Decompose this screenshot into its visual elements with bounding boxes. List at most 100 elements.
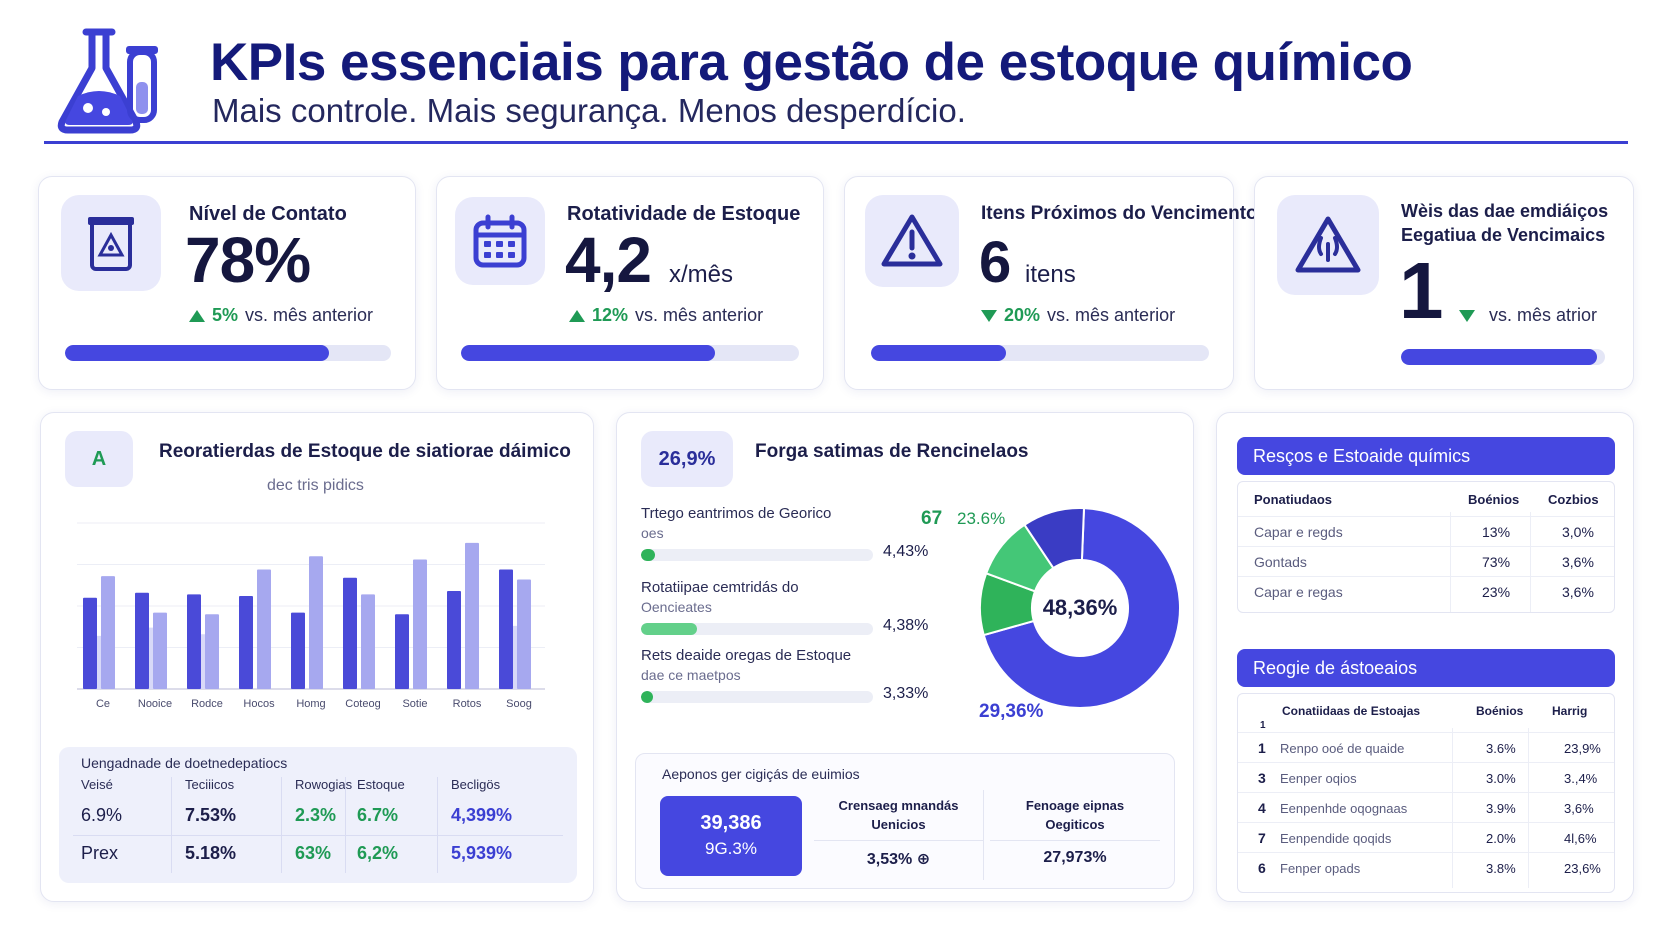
table-header-bar: Resços e Estoaide químics xyxy=(1237,437,1615,475)
row-divider xyxy=(73,835,563,836)
column-divider xyxy=(171,777,172,873)
kpi-progress-fill xyxy=(65,345,330,361)
table-cell: 6.9% xyxy=(81,805,123,825)
table-header-cell: Veisé xyxy=(81,777,113,792)
table-cell: 5.18% xyxy=(185,843,237,863)
flask-icon xyxy=(56,26,171,136)
table-cell: 3.0% xyxy=(1486,771,1516,786)
panel-title: Forga satimas de Rencinelaos xyxy=(755,441,1029,462)
x-tick-label: Homg xyxy=(296,698,325,710)
kpi-card-expiry-risk: Wèis das dae emdiáiços Eegatiua de Venci… xyxy=(1254,176,1634,390)
kpi-unit: x/mês xyxy=(669,261,734,288)
table-cell: 3,6% xyxy=(1562,584,1594,600)
table-row xyxy=(1238,852,1614,853)
bar-2-8 xyxy=(517,579,531,689)
kpi-progress-fill xyxy=(1401,349,1597,365)
table-cell: Prex xyxy=(81,843,119,863)
table-header-cell: Boénios xyxy=(1476,704,1524,718)
metric-progress-bar xyxy=(641,691,873,703)
metric-label: Rets deaide oregas de Estoque xyxy=(641,647,852,664)
table-cell: 6.7% xyxy=(357,805,399,825)
table-cell: 6,2% xyxy=(357,843,399,863)
column-divider xyxy=(345,777,346,873)
bar-chart: Ce Nooice Rodce Hocos Homg Coteog Sotie Rotos So… xyxy=(77,522,545,710)
stock-table: Ponatiudaos Boénios Cozbios Capar e regds 13… xyxy=(1237,481,1615,613)
table-cell: 63% xyxy=(295,843,332,863)
table-cell: 3,6% xyxy=(1564,801,1594,816)
kpi-label: Rotatividade de Estoque xyxy=(567,203,801,225)
bar-1-1 xyxy=(135,592,149,689)
table-cell: Capar e regas xyxy=(1254,584,1343,600)
tables-panel: Resços e Estoaide químics Ponatiudaos Boé… xyxy=(1216,412,1634,902)
panel-badge: A xyxy=(65,431,133,487)
bar-2-3 xyxy=(257,569,271,689)
footer-highlight: 39,386 9G.3% xyxy=(660,796,802,876)
table-cell: 4l,6% xyxy=(1564,831,1597,846)
kpi-value: 78% xyxy=(185,224,311,296)
row-number: 1 xyxy=(1258,740,1266,756)
panel-subtitle: dec tris pidics xyxy=(267,477,364,494)
table-header-cell: Becligös xyxy=(451,777,501,792)
kpi-value: 6 xyxy=(979,230,1011,295)
row-number: 3 xyxy=(1258,770,1266,786)
kpi-value: 4,2 xyxy=(565,224,652,296)
table-cell: 3.,4% xyxy=(1564,771,1598,786)
table-cell: Gontads xyxy=(1254,554,1307,570)
x-tick-label: Coteog xyxy=(345,698,380,710)
table-row xyxy=(1238,762,1614,763)
table-cell: Capar e regds xyxy=(1254,524,1343,540)
donut-label-a: 67 xyxy=(921,508,943,529)
metric-sublabel: dae ce maetpos xyxy=(641,667,741,683)
donut-slice-0 xyxy=(982,507,1181,709)
warning-icon xyxy=(865,195,959,287)
kpi-progress-bar xyxy=(461,345,799,361)
table-row xyxy=(1238,516,1614,517)
donut-slice-3 xyxy=(1023,507,1086,570)
table-cell: 2.0% xyxy=(1486,831,1516,846)
bar-1-2 xyxy=(187,594,201,689)
hazard-container-icon xyxy=(61,195,161,291)
column-divider xyxy=(1450,512,1451,612)
table-header-cell: Conatiidaas de Estoajas xyxy=(1282,704,1421,718)
donut-footer: Aeponos ger cigiçás de euimios 39,386 9G… xyxy=(635,753,1175,889)
kpi-trend: 12% vs. mês anterior xyxy=(569,305,763,326)
kpi-label-line2: Eegatiua de Vencimaics xyxy=(1401,225,1606,245)
x-tick-label: Sotie xyxy=(402,698,427,710)
kpi-trend: 5% vs. mês anterior xyxy=(189,305,373,326)
kpi-progress-bar xyxy=(1401,349,1605,365)
metric-label: Rotatiipae cemtridás do xyxy=(641,579,799,596)
trend-up-icon xyxy=(569,309,585,322)
table-caption: Uengadnade de doetnedepatiocs xyxy=(81,755,288,771)
page-header: KPIs essenciais para gestão de estoque q… xyxy=(56,26,1636,146)
panel-badge: 26,9% xyxy=(641,431,733,487)
info-icon: ⊕ xyxy=(916,851,931,868)
donut-chart-panel: 26,9% Forga satimas de Rencinelaos Trteg… xyxy=(616,412,1194,902)
bar-1-7 xyxy=(447,591,461,689)
row-number: 6 xyxy=(1258,860,1266,876)
bar-1-3 xyxy=(239,596,253,689)
table-header-cell: Harrig xyxy=(1552,704,1588,718)
metric-progress-fill xyxy=(641,623,697,635)
x-tick-label: Rodce xyxy=(191,698,223,710)
bar-summary-table: Uengadnade de doetnedepatiocs Veisé Tecii… xyxy=(59,747,577,883)
donut-center-value: 48,36% xyxy=(1042,595,1118,620)
metric-sublabel: oes xyxy=(641,525,664,541)
kpi-card-contact-level: Nível de Contato 78% 5% vs. mês anterior xyxy=(38,176,416,390)
trend-down-icon xyxy=(1459,309,1475,322)
table-cell: 2.3% xyxy=(295,805,337,825)
table-row xyxy=(1238,792,1614,793)
metric-sublabel: Oencieates xyxy=(641,599,712,615)
table-cell: 73% xyxy=(1482,554,1511,570)
table-cell: 23% xyxy=(1482,584,1511,600)
column-divider xyxy=(437,777,438,873)
table-cell: 3.6% xyxy=(1486,741,1516,756)
x-tick-label: Soog xyxy=(506,698,532,710)
table-header-cell: Teciiicos xyxy=(185,777,235,792)
table-cell: 7.53% xyxy=(185,805,237,825)
kpi-label-line1: Wèis das dae emdiáiços xyxy=(1401,201,1609,221)
kpi-progress-bar xyxy=(871,345,1209,361)
table-cell: Eenpendide qoqids xyxy=(1280,831,1392,846)
bar-1-5 xyxy=(343,577,357,689)
metric-progress-bar xyxy=(641,623,873,635)
table-header-cell: Boénios xyxy=(1468,492,1520,507)
